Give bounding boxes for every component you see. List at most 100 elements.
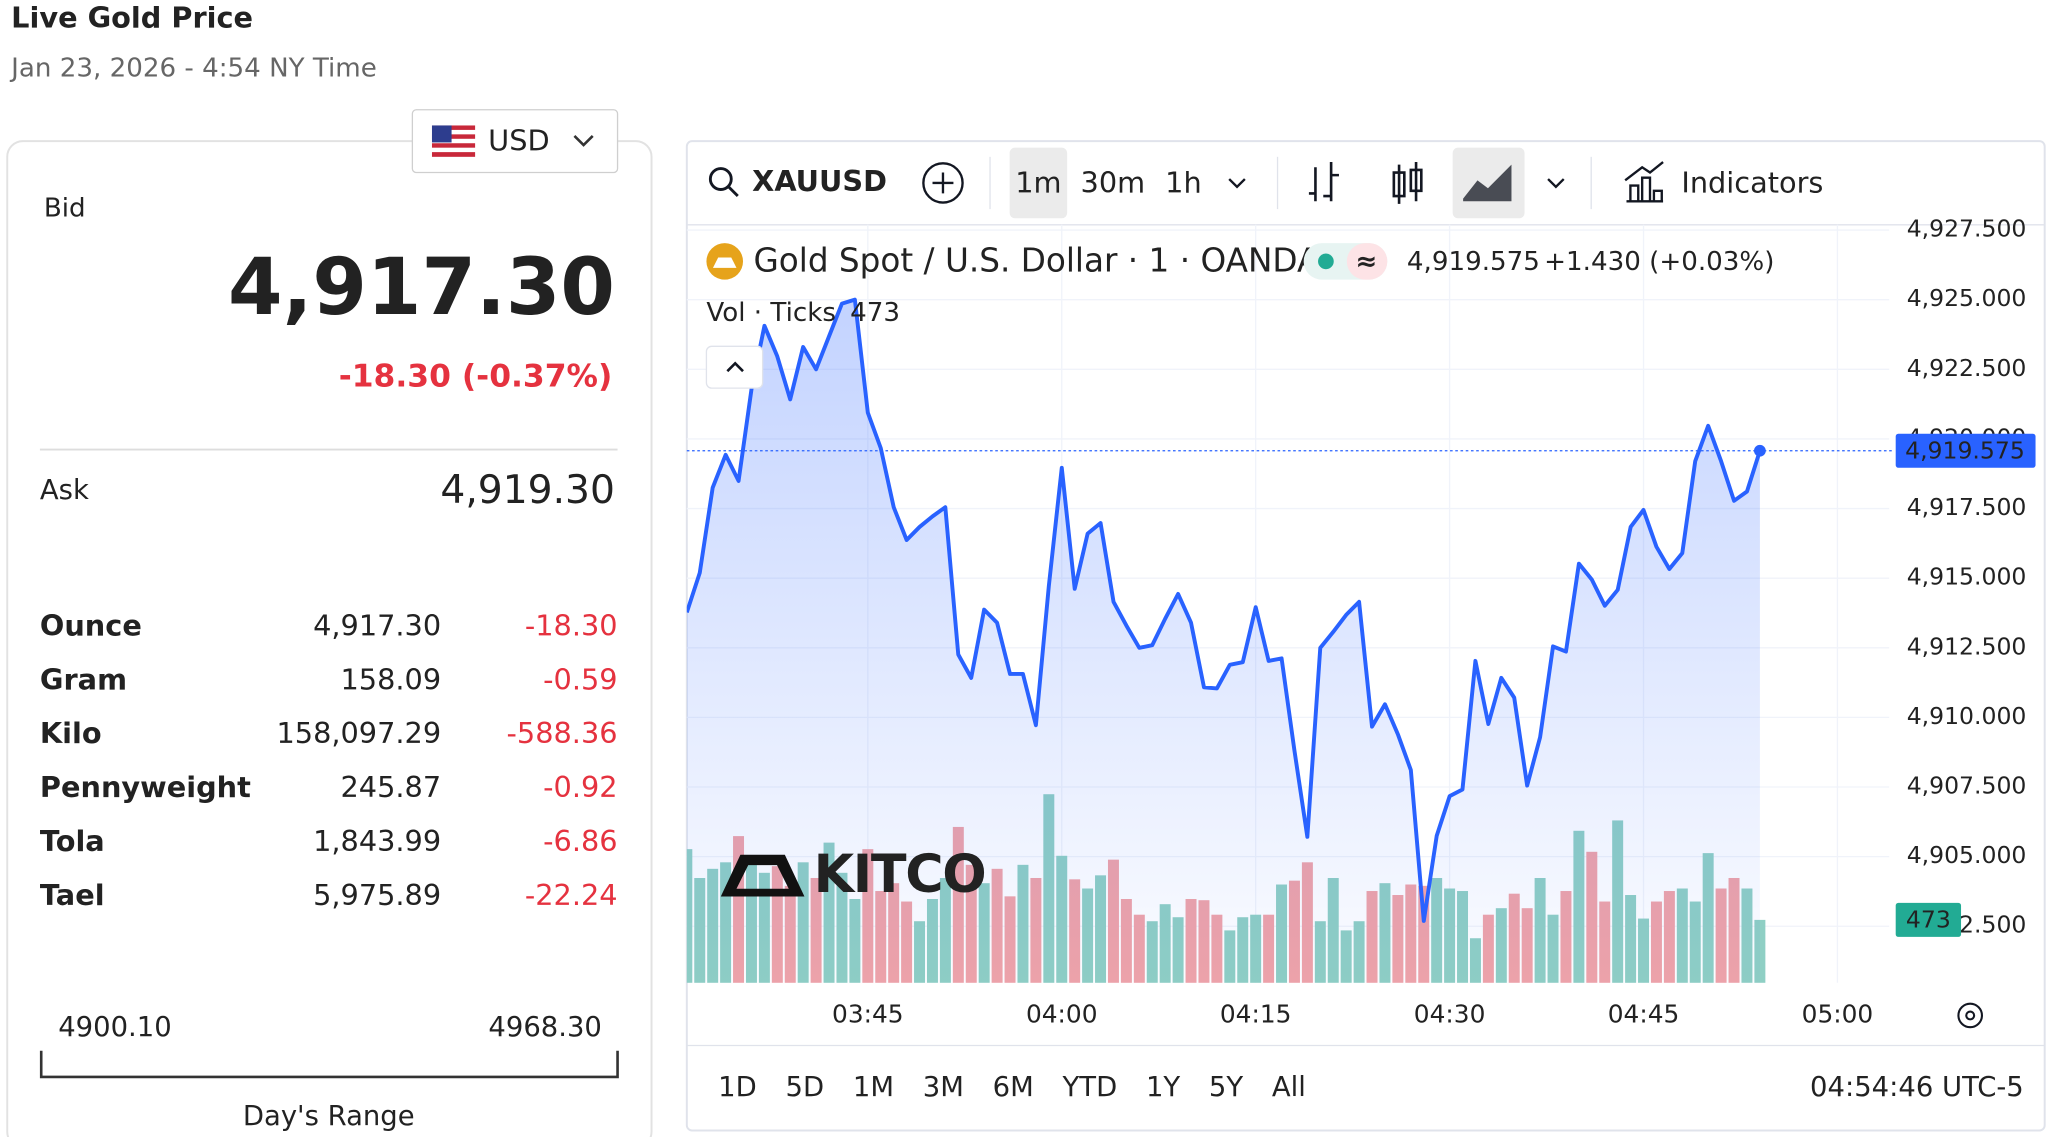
unit-price: 1,843.99 [313, 824, 441, 858]
kitco-logo [720, 854, 805, 897]
settings-icon-center [1965, 1010, 1976, 1021]
indicators-button[interactable]: Indicators [1624, 161, 1823, 203]
y-tick-label: 4,912.500 [1907, 632, 2027, 660]
unit-change: -0.59 [543, 662, 617, 696]
search-icon [708, 167, 733, 191]
range-button[interactable]: 1D [718, 1072, 757, 1103]
price-tag [1895, 433, 2036, 468]
plot-area [686, 297, 1766, 983]
indicators-label[interactable]: Indicators [1681, 165, 1823, 199]
ask-label: Ask [40, 475, 89, 506]
price-tag-label: 4,919.575 [1905, 437, 2025, 465]
area-icon[interactable] [1463, 164, 1512, 202]
interval[interactable]: 30m [1081, 165, 1146, 199]
bid-change: -18.30 (-0.37%) [339, 359, 613, 395]
unit-price: 245.87 [341, 770, 442, 804]
range-button[interactable]: 6M [993, 1072, 1034, 1103]
symbol-search[interactable]: XAUUSD [708, 164, 887, 198]
compare-button[interactable] [922, 162, 964, 204]
volume-tag [1895, 902, 1962, 937]
range-label: Day's Range [243, 1101, 415, 1132]
range-button[interactable]: YTD [1062, 1072, 1118, 1103]
interval[interactable]: 1h [1165, 165, 1202, 199]
ask-price: 4,919.30 [440, 468, 615, 513]
search-icon-handle [727, 185, 739, 198]
x-tick-label: 04:15 [1220, 999, 1292, 1028]
unit-name: Pennyweight [40, 770, 251, 804]
unit-table: Ounce 4,917.30 -18.30 Gram 158.09 -0.59 Kilo 15… [40, 608, 618, 912]
legend-change: +1.430 (+0.03%) [1544, 247, 1774, 277]
unit-change: -22.24 [525, 878, 618, 912]
volume-tag-label: 473 [1906, 906, 1951, 934]
timestamp: Jan 23, 2026 - 4:54 NY Time [9, 54, 377, 84]
range-button[interactable]: 5Y [1209, 1072, 1243, 1103]
range-bracket [39, 1050, 619, 1079]
range-button[interactable]: 1M [853, 1072, 894, 1103]
y-tick-label: 4,915.000 [1907, 563, 2027, 591]
candles-icon[interactable] [1392, 162, 1423, 204]
chart-title: Gold Spot / U.S. Dollar · 1 · OANDA [753, 242, 1319, 280]
gold-bar-icon [712, 257, 737, 268]
delay-icon: ≈ [1355, 247, 1377, 277]
range-buttons: 1D 5D 1M 3M 6M YTD 1Y 5Y All [718, 1072, 1306, 1103]
style-chevron[interactable] [1547, 178, 1565, 189]
price-line [686, 297, 1762, 923]
volume-legend-value: 473 [850, 298, 900, 328]
price-area [686, 299, 1760, 983]
range-low: 4900.10 [58, 1012, 171, 1043]
bid-price: 4,917.30 [228, 242, 615, 333]
x-tick-label: 05:00 [1802, 999, 1874, 1028]
active-interval-bg [1009, 147, 1068, 219]
unit-name: Tael [40, 878, 105, 912]
interval-buttons: 1m 30m 1h [1015, 165, 1201, 199]
currency-label[interactable]: USD [488, 123, 549, 157]
unit-name: Ounce [40, 608, 142, 642]
price-card [6, 140, 653, 1137]
range-button[interactable]: 5D [786, 1072, 825, 1103]
clock: 04:54:46 UTC-5 [1810, 1072, 2024, 1103]
unit-change: -0.92 [543, 770, 617, 804]
unit-name: Tola [40, 824, 105, 858]
legend-price: 4,919.575 [1407, 247, 1540, 277]
unit-price: 158,097.29 [276, 716, 441, 750]
settings-icon[interactable] [1957, 1002, 1984, 1029]
unit-change: -588.36 [507, 716, 618, 750]
range-button[interactable]: 3M [923, 1072, 964, 1103]
x-tick-label: 04:30 [1414, 999, 1486, 1028]
y-tick-label: 4,922.500 [1907, 354, 2027, 382]
last-point [1754, 444, 1766, 457]
y-tick-label: 4,910.000 [1907, 702, 2027, 730]
x-tick-label: 04:00 [1026, 999, 1098, 1028]
collapse-legend[interactable] [705, 345, 764, 389]
plus-circle [922, 162, 964, 204]
active-style-bg [1452, 147, 1525, 219]
y-tick-label: 4,925.000 [1907, 284, 2027, 312]
range-button[interactable]: 1Y [1146, 1072, 1180, 1103]
y-tick-label: 4,907.500 [1907, 772, 2027, 800]
plot: 03:45 04:00 04:15 04:30 04:45 05:004,902.5004… [686, 215, 2036, 1028]
currency-selector[interactable]: USD [411, 109, 619, 174]
range-high: 4968.30 [488, 1012, 601, 1043]
unit-price: 4,917.30 [313, 608, 441, 642]
indicators-icon [1624, 161, 1664, 203]
unit-change: -18.30 [525, 608, 618, 642]
unit-name: Kilo [40, 716, 102, 750]
page-title: Live Gold Price [11, 1, 253, 35]
x-tick-label: 04:45 [1608, 999, 1680, 1028]
bars-icon[interactable] [1308, 162, 1339, 202]
unit-change: -6.86 [543, 824, 617, 858]
market-open-dot [1318, 253, 1334, 270]
y-tick-label: 4,917.500 [1907, 493, 2027, 521]
interval-chevron[interactable] [1228, 178, 1246, 189]
symbol[interactable]: XAUUSD [752, 164, 887, 198]
interval[interactable]: 1m [1015, 165, 1061, 199]
y-tick-label: 4,905.000 [1907, 841, 2027, 869]
unit-price: 158.09 [341, 662, 442, 696]
range-button[interactable]: All [1272, 1072, 1306, 1103]
x-tick-label: 03:45 [832, 999, 904, 1028]
plus [932, 172, 954, 194]
bid-label: Bid [44, 194, 86, 224]
collapse-chevron [726, 361, 744, 373]
